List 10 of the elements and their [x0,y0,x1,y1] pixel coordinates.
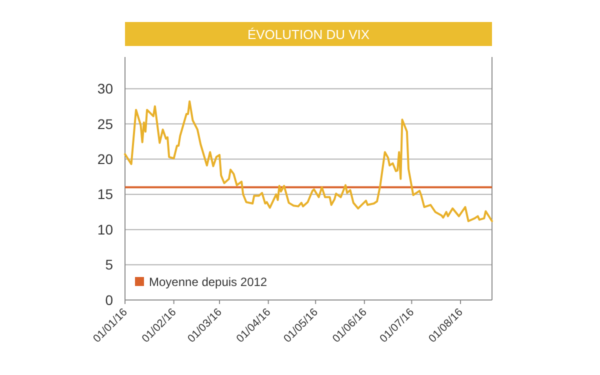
legend-label: Moyenne depuis 2012 [149,275,268,290]
y-tick-label: 20 [97,151,114,168]
y-tick-label: 15 [97,186,114,202]
y-tick-label: 5 [105,256,114,273]
y-tick-label: 25 [97,116,114,132]
chart-title: ÉVOLUTION DU VIX [247,27,370,42]
line-series [124,100,493,222]
y-tick-label: 10 [97,221,114,238]
y-tick-label: 30 [97,80,114,97]
y-tick-label: 0 [105,292,114,308]
